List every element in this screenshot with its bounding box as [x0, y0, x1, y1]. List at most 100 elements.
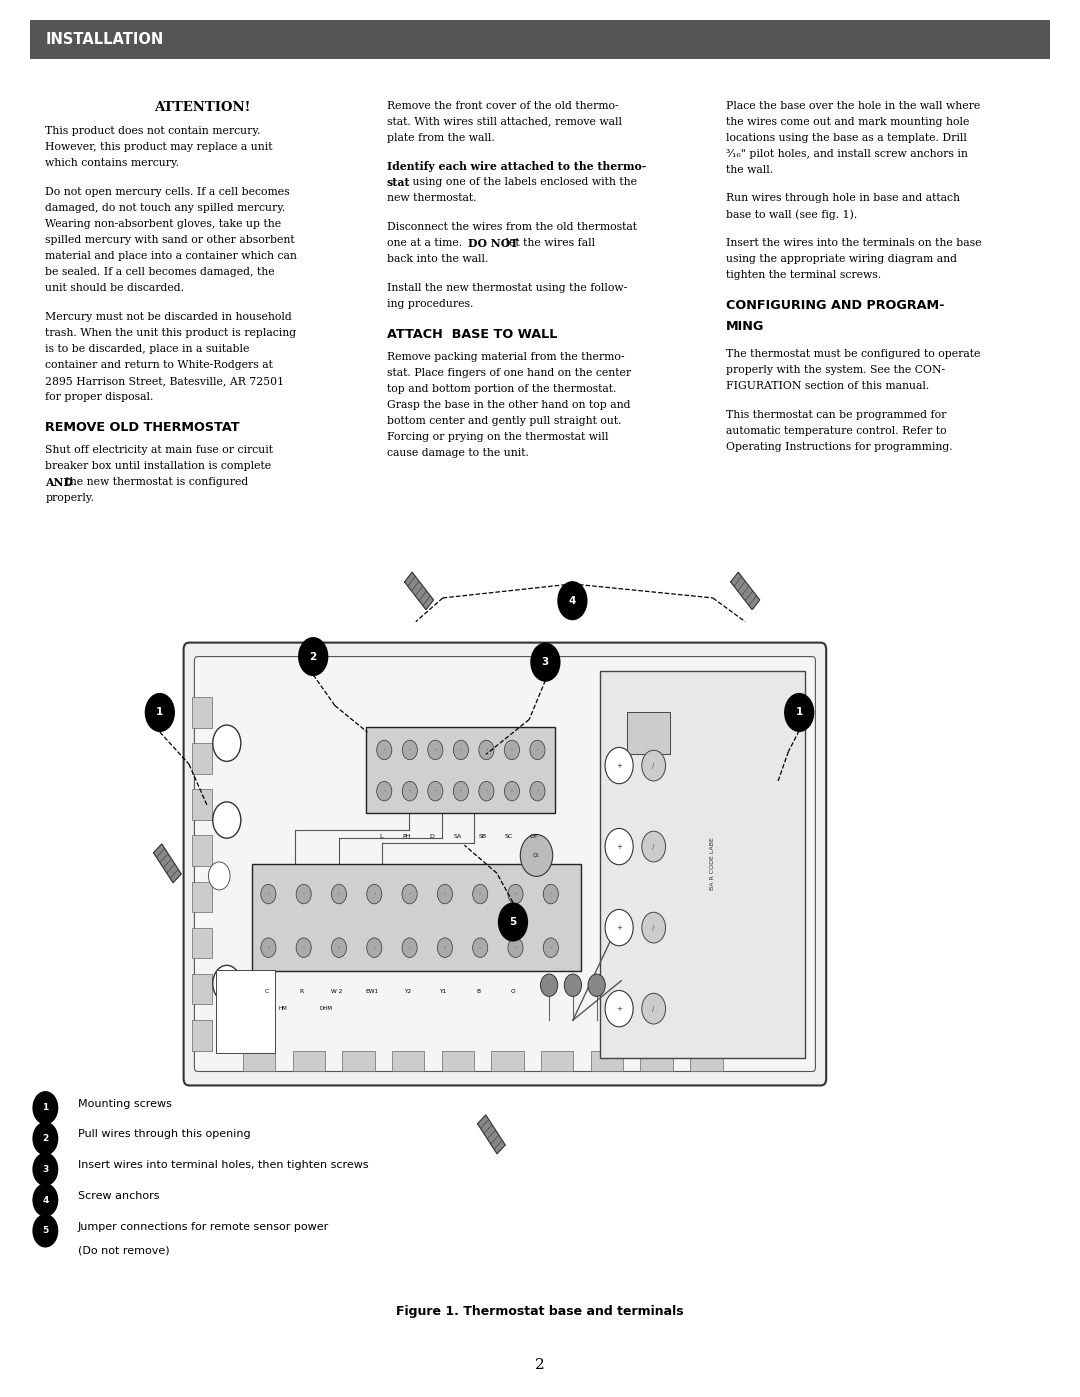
Text: 2: 2: [42, 1134, 49, 1143]
Text: Y2: Y2: [404, 989, 411, 995]
Text: cause damage to the unit.: cause damage to the unit.: [387, 448, 528, 458]
Bar: [293, 1051, 325, 1071]
Text: -: -: [338, 891, 340, 897]
Text: -: -: [383, 747, 386, 753]
Circle shape: [588, 974, 605, 996]
Text: properly with the system. See the CON-: properly with the system. See the CON-: [726, 365, 945, 374]
Text: base to wall (see fig. 1).: base to wall (see fig. 1).: [726, 210, 858, 221]
Circle shape: [213, 965, 241, 1002]
Text: ATTENTION!: ATTENTION!: [153, 101, 251, 113]
Text: B: B: [476, 989, 480, 995]
Text: -: -: [409, 789, 410, 793]
Text: PH: PH: [403, 834, 410, 838]
Circle shape: [437, 884, 453, 904]
Bar: [342, 1051, 375, 1071]
Text: breaker box until installation is complete: breaker box until installation is comple…: [45, 461, 271, 471]
Circle shape: [402, 781, 417, 800]
Circle shape: [367, 884, 382, 904]
Circle shape: [402, 884, 417, 904]
Text: 1: 1: [42, 1104, 49, 1112]
Bar: [366, 726, 555, 813]
Text: Place the base over the hole in the wall where: Place the base over the hole in the wall…: [726, 101, 980, 110]
Text: -: -: [511, 747, 513, 753]
Circle shape: [557, 581, 588, 620]
Text: Run wires through hole in base and attach: Run wires through hole in base and attac…: [726, 193, 960, 204]
Circle shape: [605, 990, 633, 1027]
Bar: [192, 974, 212, 1004]
Bar: [216, 970, 275, 1053]
Text: 4: 4: [42, 1196, 49, 1204]
Circle shape: [261, 884, 276, 904]
Text: new thermostat.: new thermostat.: [387, 193, 476, 204]
Circle shape: [454, 781, 469, 800]
Circle shape: [428, 740, 443, 760]
Circle shape: [543, 937, 558, 957]
Circle shape: [402, 937, 417, 957]
Text: Mounting screws: Mounting screws: [78, 1098, 172, 1109]
Text: for proper disposal.: for proper disposal.: [45, 393, 153, 402]
Text: -: -: [514, 946, 516, 950]
Circle shape: [437, 937, 453, 957]
Circle shape: [642, 831, 665, 862]
Text: -: -: [511, 789, 513, 793]
Text: ATTACH  BASE TO WALL: ATTACH BASE TO WALL: [387, 327, 557, 341]
Circle shape: [377, 740, 392, 760]
Text: +: +: [617, 1006, 622, 1011]
Text: locations using the base as a template. Drill: locations using the base as a template. …: [726, 133, 967, 142]
Text: let the wires fall: let the wires fall: [502, 237, 595, 249]
Text: be sealed. If a cell becomes damaged, the: be sealed. If a cell becomes damaged, th…: [45, 267, 275, 278]
Polygon shape: [153, 844, 181, 883]
Text: -: -: [302, 946, 305, 950]
Text: AND: AND: [45, 478, 73, 489]
Text: 2: 2: [535, 1358, 545, 1372]
Circle shape: [530, 643, 561, 682]
Text: EW1: EW1: [365, 989, 379, 995]
Bar: [243, 1051, 275, 1071]
Text: 3: 3: [542, 657, 549, 668]
Circle shape: [530, 781, 545, 800]
Text: 4: 4: [569, 595, 576, 606]
Bar: [192, 743, 212, 774]
Text: using one of the labels enclosed with the: using one of the labels enclosed with th…: [409, 177, 637, 187]
Circle shape: [32, 1091, 58, 1125]
FancyBboxPatch shape: [184, 643, 826, 1085]
Text: Do not open mercury cells. If a cell becomes: Do not open mercury cells. If a cell bec…: [45, 187, 291, 197]
Text: plate from the wall.: plate from the wall.: [387, 133, 495, 142]
Circle shape: [642, 750, 665, 781]
Text: -: -: [514, 891, 516, 897]
Text: +: +: [617, 844, 622, 849]
Bar: [192, 835, 212, 866]
Bar: [192, 882, 212, 912]
Text: SC: SC: [504, 834, 513, 838]
Text: spilled mercury with sand or other absorbent: spilled mercury with sand or other absor…: [45, 235, 295, 246]
Text: DHM: DHM: [319, 1006, 333, 1011]
Bar: [30, 20, 1050, 59]
Circle shape: [32, 1214, 58, 1248]
Text: ing procedures.: ing procedures.: [387, 299, 473, 309]
Text: stat. Place fingers of one hand on the center: stat. Place fingers of one hand on the c…: [387, 367, 631, 377]
Text: (Do not remove): (Do not remove): [78, 1245, 170, 1256]
Text: However, this product may replace a unit: However, this product may replace a unit: [45, 142, 273, 152]
Bar: [690, 1051, 723, 1071]
Circle shape: [298, 637, 328, 676]
Text: Disconnect the wires from the old thermostat: Disconnect the wires from the old thermo…: [387, 222, 636, 232]
Bar: [192, 1020, 212, 1051]
Text: REMOVE OLD THERMOSTAT: REMOVE OLD THERMOSTAT: [45, 420, 240, 434]
Text: unit should be discarded.: unit should be discarded.: [45, 284, 185, 293]
Text: 2895 Harrison Street, Batesville, AR 72501: 2895 Harrison Street, Batesville, AR 725…: [45, 376, 284, 387]
Circle shape: [543, 884, 558, 904]
Circle shape: [296, 884, 311, 904]
Text: G: G: [546, 989, 551, 995]
Text: back into the wall.: back into the wall.: [387, 254, 488, 264]
Text: Operating Instructions for programming.: Operating Instructions for programming.: [726, 441, 953, 451]
Text: O: O: [511, 989, 515, 995]
Text: -: -: [480, 946, 482, 950]
Text: -: -: [434, 789, 436, 793]
Circle shape: [208, 862, 230, 890]
Text: stat. With wires still attached, remove wall: stat. With wires still attached, remove …: [387, 116, 622, 127]
Circle shape: [564, 974, 581, 996]
Bar: [192, 928, 212, 958]
Bar: [442, 1051, 474, 1071]
Circle shape: [784, 693, 814, 732]
Circle shape: [402, 740, 417, 760]
